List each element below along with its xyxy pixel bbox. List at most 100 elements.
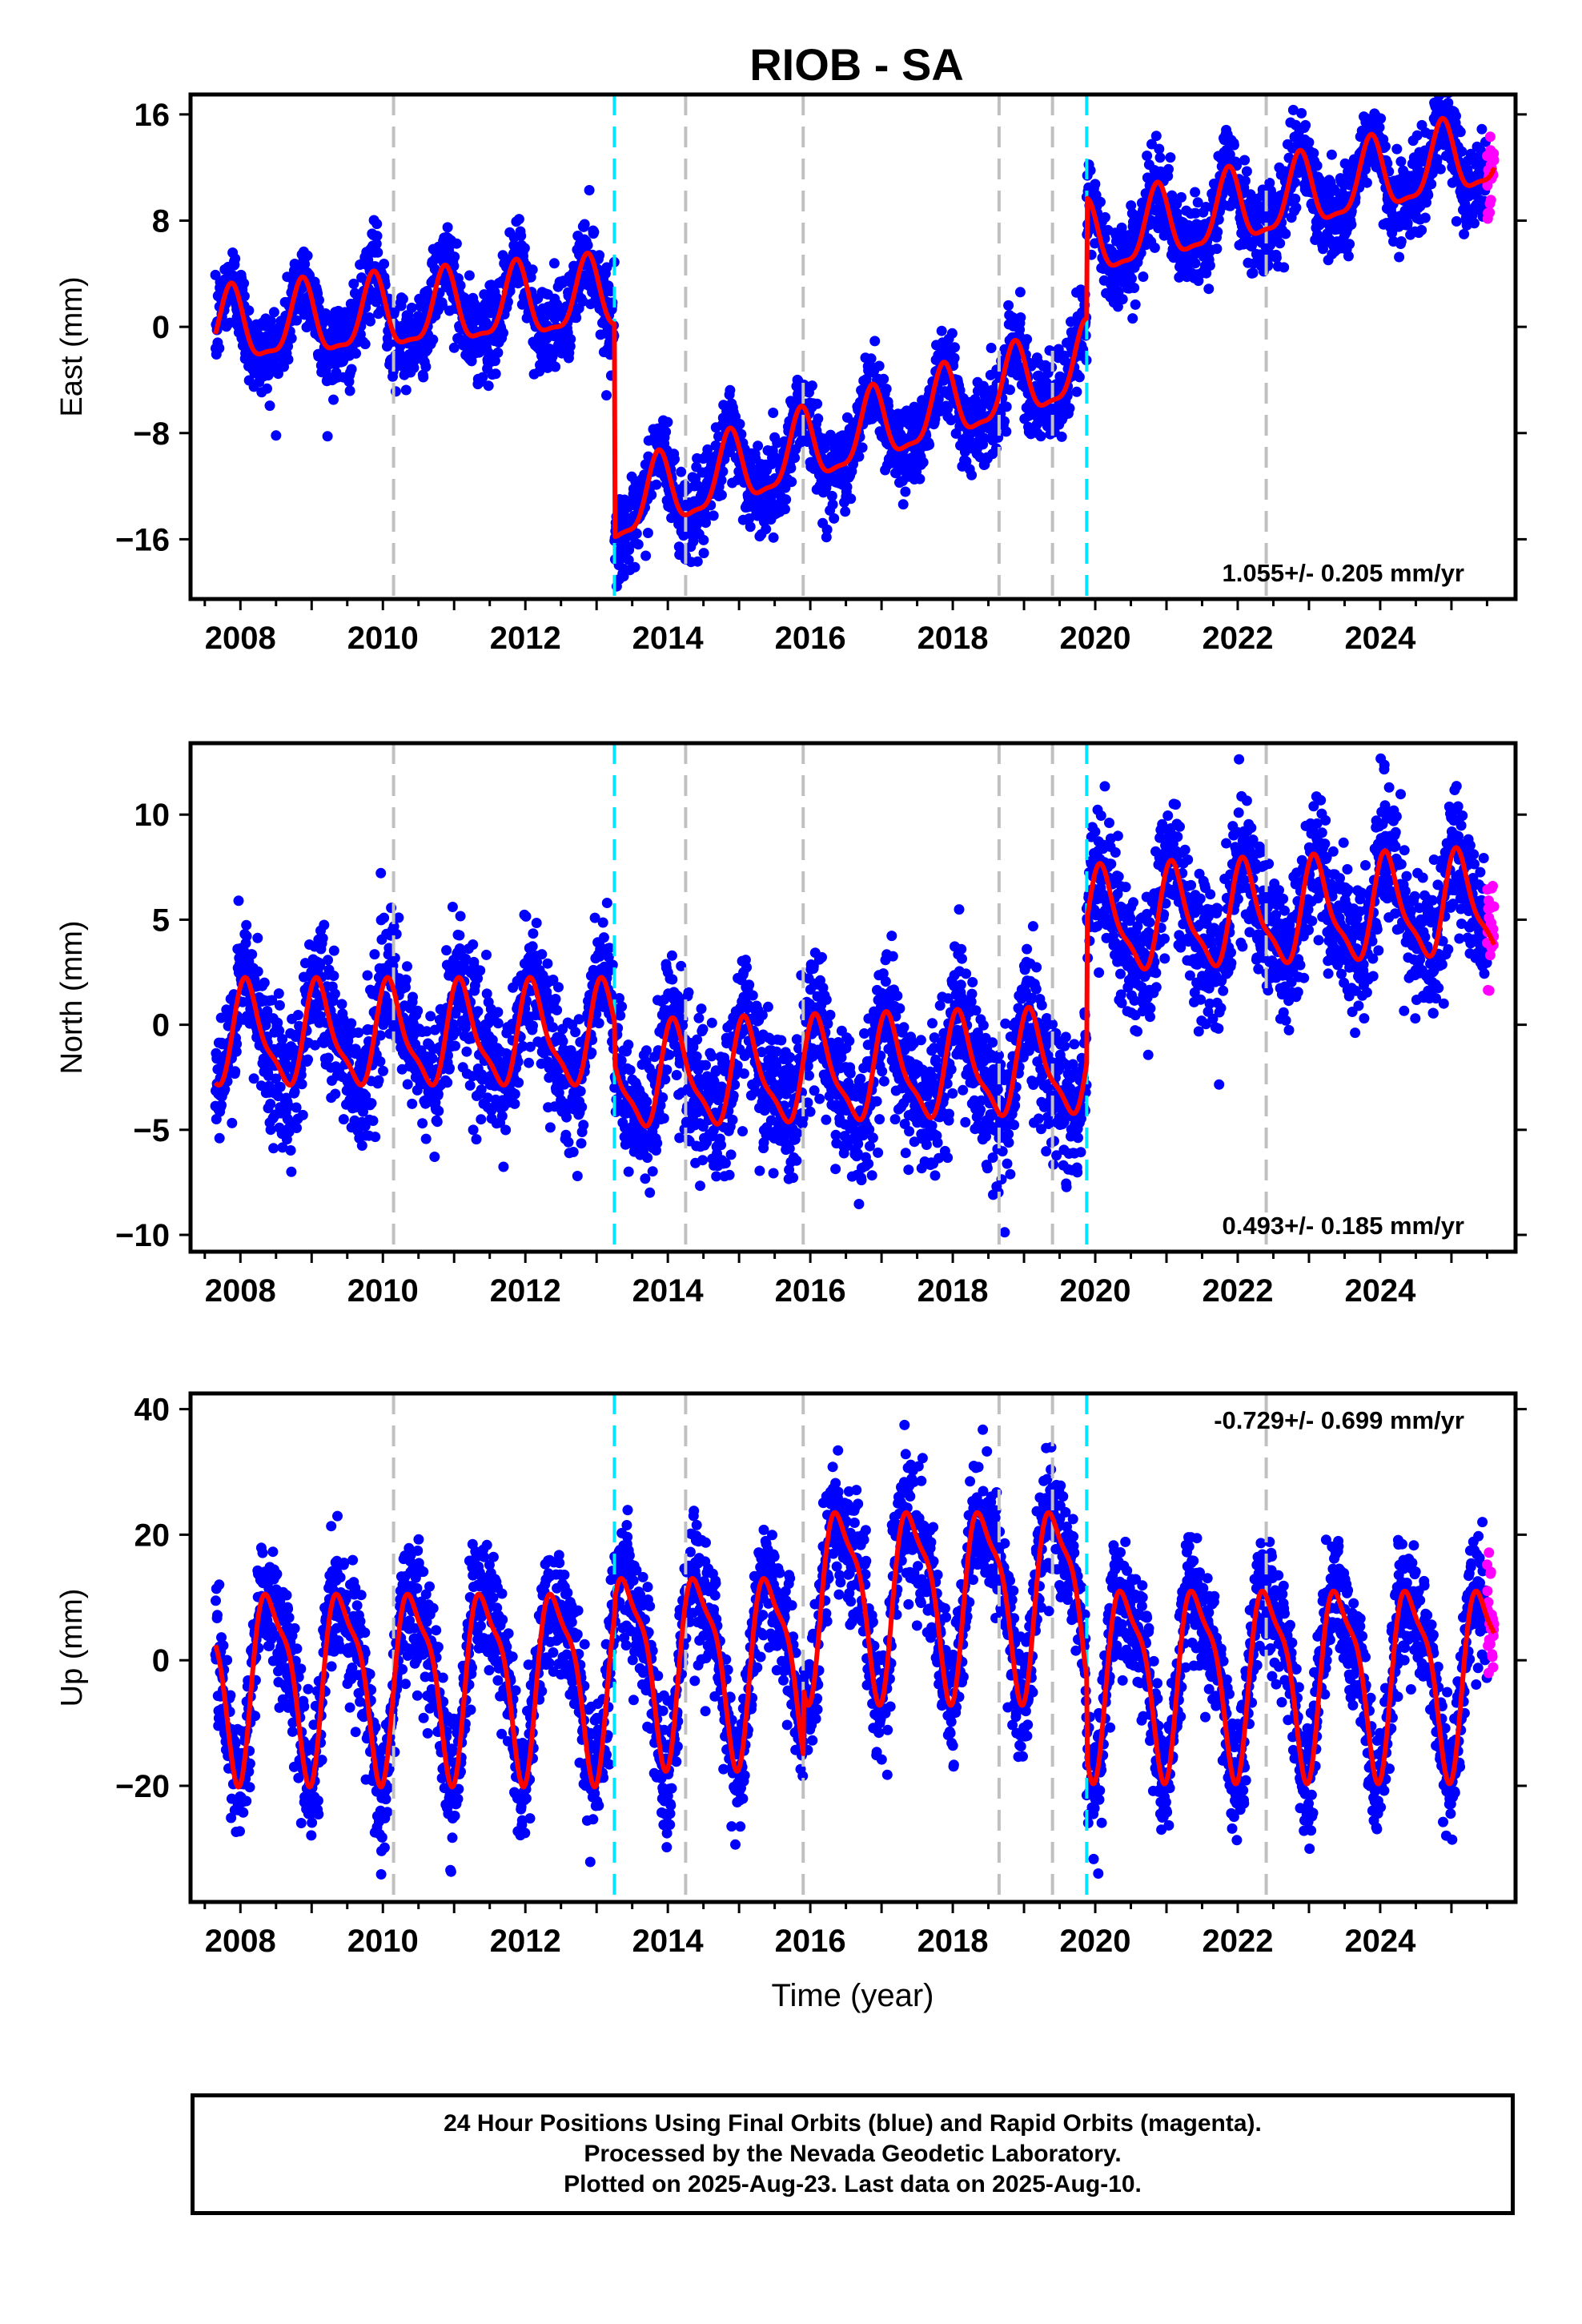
final-orbit-point [1056,431,1067,442]
final-orbit-point [579,219,590,230]
final-orbit-point [227,1117,238,1128]
y-tick-label: −8 [133,416,170,452]
final-orbit-point [1290,193,1301,204]
final-orbit-point [565,334,576,344]
final-orbit-point [214,1132,225,1144]
final-orbit-point [1001,426,1012,437]
final-orbit-point [397,293,408,304]
final-orbit-point [1395,156,1407,167]
final-orbit-point [651,479,662,490]
final-orbit-point [373,1075,384,1086]
final-orbit-point [441,945,452,956]
final-orbit-point [1469,218,1480,229]
final-orbit-point [317,933,328,944]
final-orbit-point [869,336,881,347]
final-orbit-point [417,1118,428,1129]
final-orbit-point [259,977,270,988]
final-orbit-point [827,499,838,510]
final-orbit-point [1090,179,1101,190]
final-orbit-point [548,258,560,269]
final-orbit-point [646,489,657,501]
final-orbit-point [344,385,355,396]
final-orbit-point [268,1143,279,1154]
final-orbit-point [356,1140,367,1151]
final-orbit-point [519,243,530,254]
final-orbit-point [734,419,745,429]
final-orbit-point [1003,300,1014,311]
final-orbit-point [314,295,324,306]
final-orbit-point [812,398,823,409]
final-orbit-point [450,1040,460,1051]
final-orbit-point [1203,283,1215,295]
final-orbit-point [369,949,380,960]
final-orbit-point [271,430,282,441]
final-orbit-point [1426,179,1437,190]
final-orbit-point [1150,131,1162,142]
final-orbit-point [371,239,382,249]
final-orbit-point [736,428,747,440]
final-orbit-point [319,919,330,931]
final-orbit-point [745,521,756,533]
y-axis-label: East (mm) [55,276,89,416]
final-orbit-point [1190,187,1201,198]
final-orbit-point [1163,163,1174,175]
final-orbit-point [1014,287,1026,298]
final-orbit-point [425,1011,436,1022]
final-orbit-point [761,524,772,535]
final-orbit-point [1074,372,1085,383]
final-orbit-point [379,912,390,923]
final-orbit-point [291,1123,302,1133]
final-orbit-point [1035,431,1046,442]
final-orbit-point [454,930,465,941]
final-orbit-point [1005,384,1015,396]
final-orbit-point [813,413,824,424]
x-axis: 2008 2010 2012 2014 2016 2018 2020 2022 2024 [203,601,1488,656]
x-tick-label: 2020 [1060,621,1131,656]
final-orbit-point [841,481,853,493]
final-orbit-point [262,383,272,394]
final-orbit-point [588,227,600,238]
final-orbit-point [428,334,439,345]
final-orbit-point [266,316,276,327]
chart-title: RIOB - SA [749,39,964,90]
final-orbit-point [442,1077,453,1088]
final-orbit-point [623,554,634,565]
final-orbit-point [362,970,373,981]
final-orbit-point [857,442,868,453]
final-orbit-point [1280,228,1291,239]
final-orbit-point [1416,224,1427,235]
final-orbit-point [878,373,889,384]
final-orbit-point [448,342,460,353]
x-tick-label: 2022 [1202,621,1273,656]
final-orbit-point [1001,401,1012,412]
final-orbit-point [291,315,302,326]
final-orbit-point [273,368,283,380]
final-orbit-point [1451,215,1462,227]
final-orbit-point [1394,251,1405,263]
final-orbit-point [230,1066,241,1077]
final-orbit-point [897,499,909,510]
final-orbit-point [292,1010,303,1020]
final-orbit-point [233,895,244,907]
final-orbit-point [1433,83,1443,94]
final-orbit-point [1423,190,1434,200]
final-orbit-point [359,339,371,350]
final-orbit-point [247,949,258,960]
final-orbit-point [371,231,383,242]
plot-area [210,743,1500,1252]
final-orbit-point [1064,403,1075,414]
final-orbit-point [214,343,225,354]
final-orbit-point [302,250,313,261]
final-orbit-point [296,1079,307,1090]
velocity-label: 1.055+/- 0.205 mm/yr [1223,559,1464,587]
final-orbit-point [584,185,595,195]
final-orbit-point [949,352,960,364]
final-orbit-point [1129,283,1140,293]
final-orbit-point [900,486,911,497]
final-orbit-point [464,1080,476,1091]
rapid-orbit-point [1485,195,1496,206]
final-orbit-point [1127,313,1138,324]
final-orbit-point [1476,123,1488,135]
final-orbit-point [375,867,387,879]
final-orbit-point [840,506,851,517]
